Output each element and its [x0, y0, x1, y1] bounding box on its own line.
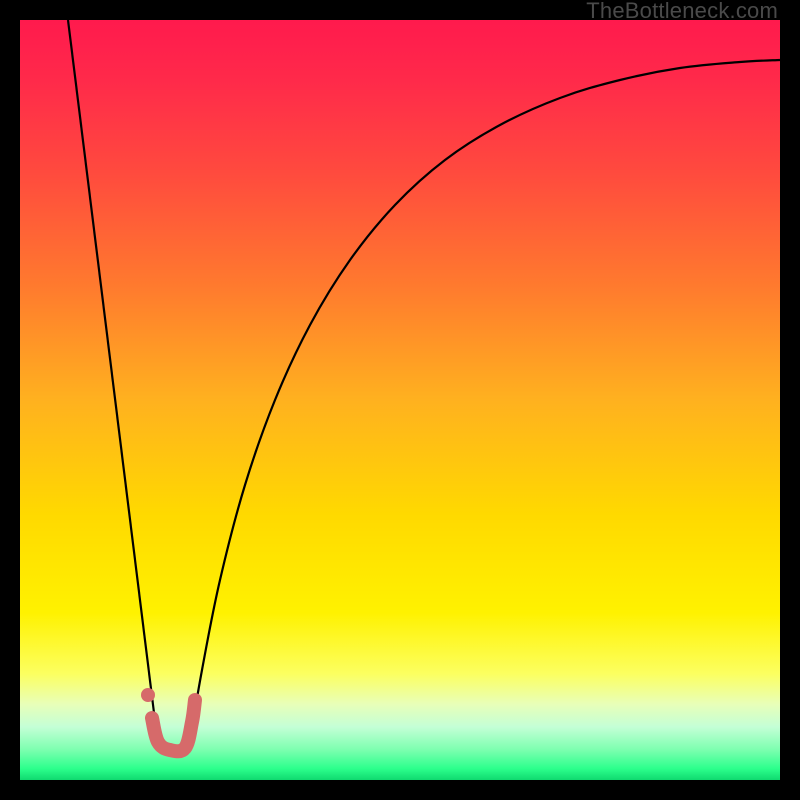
chart-svg [20, 20, 780, 780]
gradient-background [20, 20, 780, 780]
marker-dot [141, 688, 155, 702]
frame-bottom [0, 780, 800, 800]
watermark-text: TheBottleneck.com [586, 0, 778, 22]
frame-left [0, 0, 20, 800]
frame-right [780, 0, 800, 800]
chart-plot [20, 20, 780, 780]
